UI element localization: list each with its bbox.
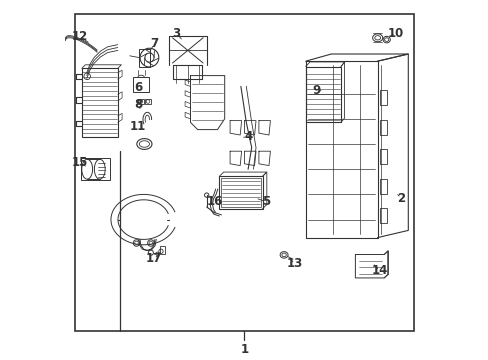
Bar — [160, 246, 164, 254]
Bar — [221, 178, 260, 207]
Text: 10: 10 — [387, 27, 403, 40]
Text: 1: 1 — [240, 343, 248, 356]
Text: 11: 11 — [130, 120, 146, 133]
Bar — [379, 179, 386, 194]
Text: 17: 17 — [145, 252, 162, 265]
Bar — [219, 176, 262, 209]
Bar — [379, 208, 386, 223]
Text: 15: 15 — [71, 156, 88, 169]
Text: 5: 5 — [262, 195, 270, 208]
Text: 14: 14 — [370, 264, 387, 277]
Text: 3: 3 — [172, 27, 180, 40]
Bar — [133, 77, 149, 92]
Bar — [305, 67, 340, 122]
Text: 4: 4 — [244, 130, 252, 143]
Text: 8: 8 — [134, 98, 142, 111]
Bar — [379, 90, 386, 105]
Text: 9: 9 — [312, 84, 320, 97]
Text: 6: 6 — [134, 81, 142, 94]
Bar — [379, 149, 386, 164]
Bar — [379, 120, 386, 135]
Text: 7: 7 — [150, 37, 158, 50]
Bar — [138, 99, 143, 104]
Text: 16: 16 — [206, 195, 223, 208]
Bar — [81, 68, 118, 137]
Text: 12: 12 — [71, 30, 87, 42]
Bar — [139, 49, 150, 67]
Text: 13: 13 — [286, 257, 303, 270]
Bar — [81, 158, 110, 180]
Bar — [145, 99, 151, 104]
Text: 2: 2 — [396, 192, 405, 204]
Bar — [75, 14, 413, 331]
